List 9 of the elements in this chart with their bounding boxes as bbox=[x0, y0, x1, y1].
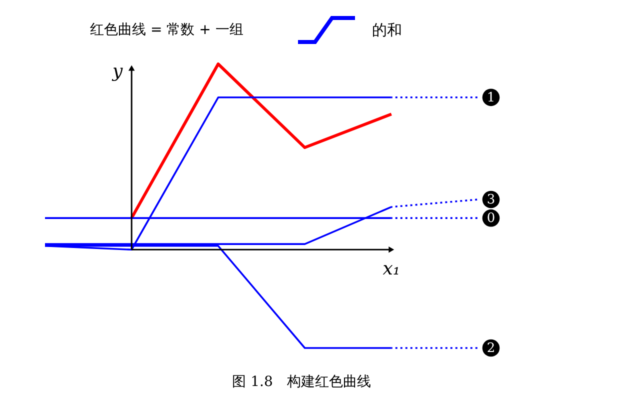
series-label: 2 bbox=[486, 341, 496, 356]
x-axis-title: x₁ bbox=[382, 258, 400, 280]
y-axis-title: y bbox=[112, 61, 124, 82]
chart-title: 红色曲线 = 常数 + 一组 bbox=[90, 22, 244, 38]
text: 的和 bbox=[372, 21, 402, 39]
series-label: 1 bbox=[486, 90, 496, 106]
series-label: 0 bbox=[486, 211, 496, 226]
caption: 图 1.8 构建红色曲线 bbox=[232, 374, 371, 390]
series-label: 3 bbox=[486, 192, 496, 208]
